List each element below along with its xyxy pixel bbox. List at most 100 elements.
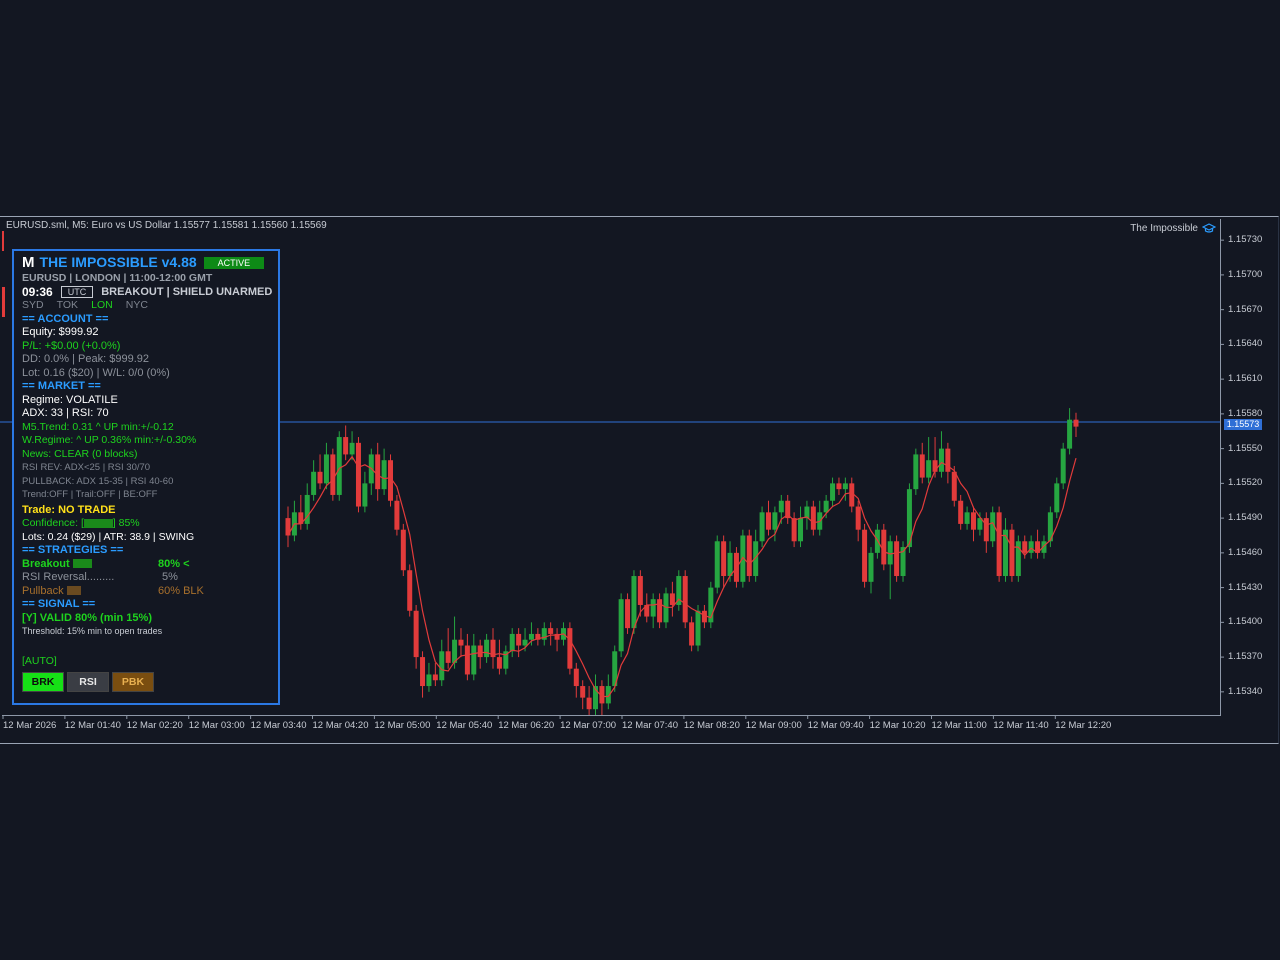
utc-toggle[interactable]: UTC	[60, 286, 94, 299]
candle-bear	[490, 639, 496, 658]
candle-bull	[452, 639, 458, 663]
candle-bear	[881, 529, 887, 565]
lots-atr-value: Lots: 0.24 ($29) | ATR: 38.9 | SWING	[22, 530, 195, 543]
candle-bull	[528, 633, 534, 640]
candle-bull	[727, 552, 733, 577]
candle-bear	[432, 674, 438, 681]
candle-bull	[650, 599, 656, 617]
candle-bull	[612, 651, 618, 687]
candle-bear	[919, 454, 925, 478]
candle-bull	[381, 460, 387, 490]
candle-bull	[522, 639, 528, 646]
equity-value: Equity: $999.92	[22, 326, 99, 338]
candle-bear	[1035, 541, 1041, 553]
confidence-percent: ] 85%	[112, 517, 140, 529]
candle-bear	[1009, 529, 1015, 577]
chart-window[interactable]: EURUSD.sml, M5: Euro vs US Dollar 1.1557…	[0, 216, 1279, 744]
time-tick-label: 12 Mar 09:00	[745, 720, 802, 731]
candle-bear	[464, 645, 470, 675]
price-tick-label: 1.15730	[1228, 234, 1263, 246]
strategy-rsi-reversal: RSI Reversal......... 5%	[22, 571, 270, 585]
candle-bear	[548, 628, 554, 634]
candle-bull	[605, 686, 611, 704]
candle-bear	[567, 628, 573, 669]
clock: 09:36	[22, 284, 53, 299]
session-nyc: NYC	[125, 299, 148, 311]
time-tick-label: 12 Mar 03:40	[250, 720, 307, 731]
candle-bear	[554, 633, 560, 640]
session-list: SYD TOK LON NYC	[22, 299, 270, 313]
strategy-breakout: Breakout 80% <	[22, 558, 270, 572]
candle-bear	[573, 668, 579, 687]
candle-bear	[330, 454, 336, 495]
candle-bull	[887, 541, 893, 565]
candle-bull	[541, 628, 547, 640]
price-tick-label: 1.15490	[1228, 512, 1263, 524]
price-tick-label: 1.15610	[1228, 373, 1263, 385]
candle-bear	[644, 604, 650, 617]
candle-bear	[496, 657, 502, 669]
rsi-button[interactable]: RSI	[67, 672, 109, 692]
candle-bull	[1054, 483, 1060, 513]
candle-bear	[657, 599, 663, 623]
price-tick-label: 1.15460	[1228, 546, 1263, 558]
time-tick-label: 12 Mar 05:40	[436, 720, 493, 731]
candle-bull	[631, 576, 637, 629]
regime-value: Regime: VOLATILE	[22, 393, 118, 406]
trade-status: Trade: NO TRADE	[22, 503, 116, 516]
threshold-note: Threshold: 15% min to open trades	[22, 626, 163, 636]
rsi-reversal-rule: RSI REV: ADX<25 | RSI 30/70	[22, 462, 151, 473]
candle-bull	[906, 489, 912, 548]
candle-bull	[349, 442, 355, 455]
pullback-rule: PULLBACK: ADX 15-35 | RSI 40-60	[22, 475, 174, 487]
lot-value: Lot: 0.16 ($20) | W/L: 0/0 (0%)	[22, 366, 170, 379]
price-tick-label: 1.15700	[1228, 268, 1263, 280]
strategy-bar	[66, 586, 82, 596]
brk-button[interactable]: BRK	[22, 672, 64, 692]
candle-bull	[1067, 419, 1073, 449]
candle-bear	[445, 651, 451, 663]
candle-bull	[593, 686, 599, 710]
candle-bull	[830, 483, 836, 501]
ea-info-panel[interactable]: M THE IMPOSSIBLE v4.88 ACTIVE EURUSD | L…	[12, 249, 280, 705]
price-tick-label: 1.15550	[1228, 442, 1263, 454]
candle-bear	[580, 686, 586, 698]
time-tick-label: 12 Mar 04:20	[312, 720, 369, 731]
candle-bear	[535, 633, 541, 640]
candle-bear	[394, 500, 400, 530]
news-value: News: CLEAR (0 blocks)	[22, 447, 138, 460]
candle-bull	[798, 518, 804, 542]
candle-bear	[388, 460, 394, 501]
time-tick-label: 12 Mar 01:40	[64, 720, 121, 731]
pbk-button[interactable]: PBK	[112, 672, 154, 692]
candle-bull	[509, 633, 515, 652]
strategies-heading: == STRATEGIES ==	[22, 544, 124, 556]
candle-bear	[420, 657, 426, 687]
market-heading: == MARKET ==	[22, 380, 101, 392]
candle-bull	[304, 494, 310, 524]
price-tick-label: 1.15340	[1228, 685, 1263, 697]
candle-bear	[400, 529, 406, 571]
candle-bull	[1060, 448, 1066, 484]
candle-bear	[285, 518, 291, 536]
price-tick-label: 1.15400	[1228, 616, 1263, 628]
trend-flags: Trend:OFF | Trail:OFF | BE:OFF	[22, 489, 158, 500]
price-chart[interactable]	[0, 217, 1278, 743]
candle-bull	[1015, 541, 1021, 577]
candle-bear	[721, 541, 727, 577]
candle-bear	[862, 529, 868, 582]
candle-bear	[970, 512, 976, 530]
candle-bull	[1041, 541, 1047, 553]
candle-bull	[753, 541, 759, 577]
strategy-pullback: Pullback 60% BLK	[22, 585, 270, 599]
strategy-buttons: BRK RSI PBK	[22, 672, 270, 692]
session-syd: SYD	[22, 299, 44, 311]
brand-text: The Impossible	[1130, 223, 1198, 234]
left-edge-marker	[2, 231, 4, 251]
candle-bull	[1028, 541, 1034, 553]
candle-bear	[413, 610, 419, 658]
candle-bear	[746, 535, 752, 577]
strategy-value: 5%	[162, 571, 178, 583]
session-tok: TOK	[56, 299, 79, 311]
logo-icon: M	[22, 254, 35, 272]
